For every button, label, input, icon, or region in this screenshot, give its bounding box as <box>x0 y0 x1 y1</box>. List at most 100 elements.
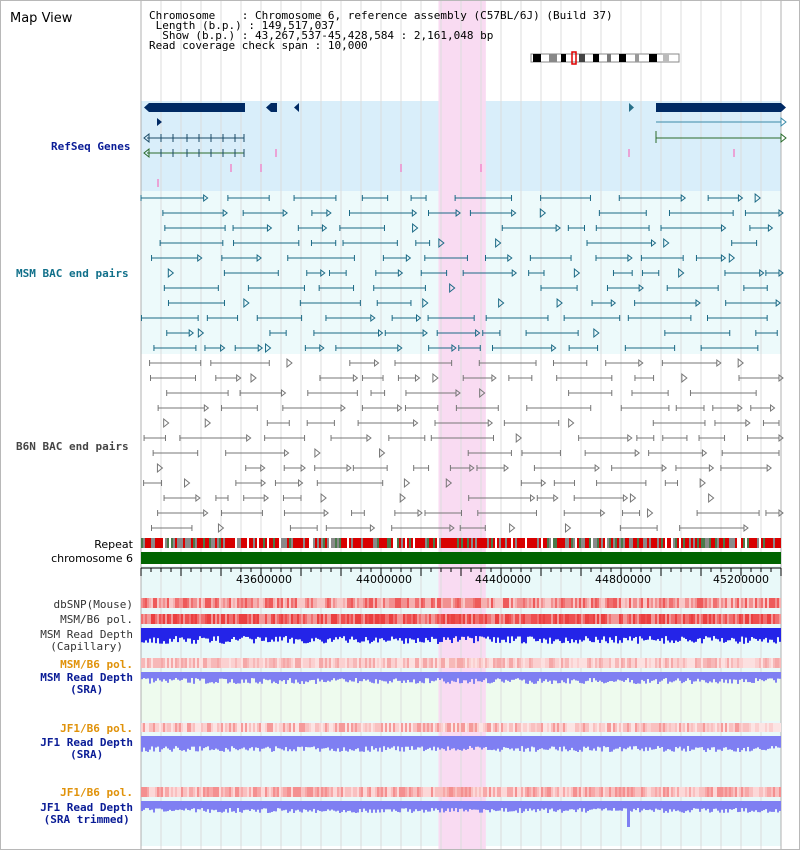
msm-capillary-depth-bar <box>431 628 433 637</box>
msm-capillary-depth-bar <box>495 628 497 643</box>
dbsnp-cell <box>505 598 507 608</box>
msm-pol-sra-cell <box>381 658 383 668</box>
jf1-pol-trim-cell <box>643 787 645 797</box>
msm-sra-depth-bar <box>525 672 527 684</box>
jf1-pol-cell <box>771 723 773 732</box>
msm-capillary-depth-bar <box>325 628 327 643</box>
jf1-pol-cell <box>777 723 779 732</box>
msm-sra-depth-bar <box>541 672 543 683</box>
jf1-trimmed-depth-bar <box>333 801 335 811</box>
msm-sra-depth-bar <box>641 672 643 680</box>
msm-sra-depth-bar <box>749 672 751 683</box>
track-label-msm-pol-2[interactable]: MSM/B6 pol. <box>60 658 133 671</box>
jf1-pol-trim-cell <box>217 787 219 797</box>
msm-sra-depth-bar <box>533 672 535 684</box>
msm-sra-depth-bar <box>505 672 507 680</box>
msm-sra-depth-bar <box>741 672 743 679</box>
jf1-pol-trim-cell <box>303 787 305 797</box>
jf1-pol-trim-cell <box>249 787 251 797</box>
jf1-pol-cell <box>371 723 373 732</box>
msm-bac-pair-end <box>256 254 262 262</box>
msm-pol-cell <box>717 614 719 624</box>
track-label-chromosome[interactable]: chromosome 6 <box>51 552 133 565</box>
jf1-pol-trim-cell <box>573 787 575 797</box>
jf1-trimmed-depth-bar <box>585 801 587 813</box>
jf1-sra-depth-bar <box>663 736 665 752</box>
jf1-sra-depth-bar <box>339 736 341 752</box>
msm-sra-depth-bar <box>513 672 515 680</box>
b6n-bac-pair-end <box>766 464 772 472</box>
msm-capillary-depth-bar <box>589 628 591 641</box>
repeat-segment <box>455 538 457 548</box>
jf1-pol-trim-cell <box>725 787 727 797</box>
b6n-bac-pair-end <box>260 479 267 487</box>
jf1-pol-cell <box>345 723 347 732</box>
jf1-trimmed-depth-bar <box>269 801 271 813</box>
gene-arrow <box>294 103 299 112</box>
track-label-jf1-depth-trimmed[interactable]: JF1 Read Depth (SRA trimmed) <box>40 802 133 826</box>
track-label-repeat[interactable]: Repeat <box>94 538 133 551</box>
track-label-msm-depth-capillary[interactable]: MSM Read Depth (Capillary) <box>40 629 133 653</box>
jf1-pol-trim-cell <box>169 787 171 797</box>
msm-pol-sra-cell <box>323 658 325 668</box>
track-label-msm-pol-1[interactable]: MSM/B6 pol. <box>60 613 133 626</box>
dbsnp-cell <box>585 598 587 608</box>
b6n-bac-pair-end <box>699 477 706 489</box>
repeat-segment <box>561 538 563 548</box>
track-label-msm-depth-sra[interactable]: MSM Read Depth (SRA) <box>40 672 133 696</box>
msm-sra-depth-bar <box>193 672 195 684</box>
msm-capillary-depth-bar <box>771 628 773 640</box>
msm-sra-depth-bar <box>697 672 699 679</box>
track-label-jf1-pol-1[interactable]: JF1/B6 pol. <box>60 722 133 735</box>
jf1-pol-trim-cell <box>291 787 293 797</box>
jf1-sra-depth-bar <box>361 736 363 752</box>
msm-sra-depth-bar <box>639 672 641 684</box>
msm-capillary-depth-bar <box>247 628 249 637</box>
jf1-trimmed-depth-bar <box>297 801 299 810</box>
jf1-pol-cell <box>617 723 619 732</box>
track-label-refseq[interactable]: RefSeq Genes <box>51 140 131 153</box>
jf1-pol-trim-cell <box>323 787 325 797</box>
msm-pol-cell <box>459 614 461 624</box>
msm-pol-cell <box>665 614 667 624</box>
jf1-pol-cell <box>751 723 753 732</box>
label-line-2: (SRA) <box>70 748 104 761</box>
track-label-jf1-pol-2[interactable]: JF1/B6 pol. <box>60 786 133 799</box>
msm-capillary-depth-bar <box>345 628 347 641</box>
repeat-segment <box>373 538 375 548</box>
msm-pol-cell <box>161 614 163 624</box>
msm-pol-sra-cell <box>675 658 677 668</box>
jf1-pol-cell <box>247 723 249 732</box>
track-label-jf1-depth-sra[interactable]: JF1 Read Depth (SRA) <box>40 737 133 761</box>
msm-sra-depth-bar <box>343 672 345 680</box>
jf1-sra-depth-bar <box>653 736 655 750</box>
track-label-msm-bac[interactable]: MSM BAC end pairs <box>16 267 129 280</box>
msm-capillary-depth-bar <box>239 628 241 639</box>
msm-sra-depth-bar <box>267 672 269 681</box>
jf1-trimmed-depth-bar <box>625 801 627 809</box>
dbsnp-cell <box>407 598 409 608</box>
track-label-dbsnp[interactable]: dbSNP(Mouse) <box>53 598 133 611</box>
msm-pol-sra-cell <box>627 658 629 668</box>
jf1-trimmed-depth-bar <box>533 801 535 810</box>
jf1-trimmed-depth-bar <box>169 801 171 810</box>
msm-pol-sra-cell <box>485 658 487 668</box>
msm-pol-cell <box>683 614 685 624</box>
jf1-pol-trim-cell <box>301 787 303 797</box>
msm-sra-depth-bar <box>485 672 487 679</box>
jf1-trimmed-depth-bar <box>713 801 715 809</box>
msm-bac-pair-end <box>449 282 456 294</box>
msm-pol-sra-cell <box>585 658 587 668</box>
dbsnp-cell <box>195 598 197 608</box>
track-label-b6n-bac[interactable]: B6N BAC end pairs <box>16 440 129 453</box>
msm-capillary-depth-bar <box>161 628 163 644</box>
show-label: Show (b.p.) <box>162 29 236 42</box>
jf1-sra-depth-bar <box>205 736 207 748</box>
jf1-pol-cell <box>695 723 697 732</box>
jf1-trimmed-depth-bar <box>375 801 377 813</box>
msm-pol-sra-cell <box>493 658 495 668</box>
msm-capillary-depth-bar <box>475 628 477 637</box>
jf1-pol-trim-cell <box>693 787 695 797</box>
msm-pol-cell <box>181 614 183 624</box>
